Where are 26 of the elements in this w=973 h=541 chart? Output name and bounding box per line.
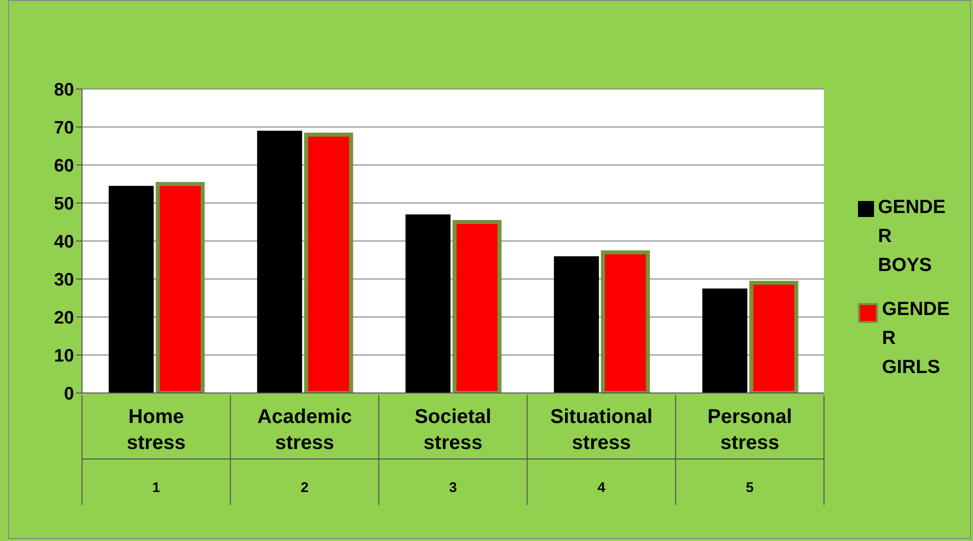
y-tick-label: 0 (64, 383, 74, 404)
bar (554, 256, 599, 393)
text: 1 (152, 479, 160, 495)
legend-label: GENDER BOYS (878, 196, 947, 278)
x-tick-label: Personal stress (708, 406, 792, 454)
legend-label: GENDER GIRLS (882, 298, 951, 380)
x-tick-label: Situational stress (550, 406, 653, 454)
text: 2 (300, 479, 309, 495)
y-tick-label: 40 (54, 231, 74, 252)
bar (108, 186, 154, 393)
text: 3 (449, 479, 458, 495)
y-tick-label: 30 (54, 269, 74, 290)
y-tick-label: 20 (54, 307, 74, 328)
text: 5 (746, 479, 754, 495)
y-tick-label: 80 (54, 79, 74, 100)
x-tick-label: Home stress (126, 406, 186, 454)
x-tick-label: Societal stress (414, 406, 492, 454)
y-tick-label: 70 (54, 117, 74, 138)
y-tick-label: 60 (54, 155, 74, 176)
bar (406, 214, 451, 393)
bar (257, 130, 302, 393)
x-tick-label: Academic stress (257, 406, 352, 454)
y-tick-label: 50 (54, 193, 74, 214)
y-tick-label: 10 (54, 345, 74, 366)
bar (702, 288, 748, 393)
text: 4 (598, 479, 606, 495)
